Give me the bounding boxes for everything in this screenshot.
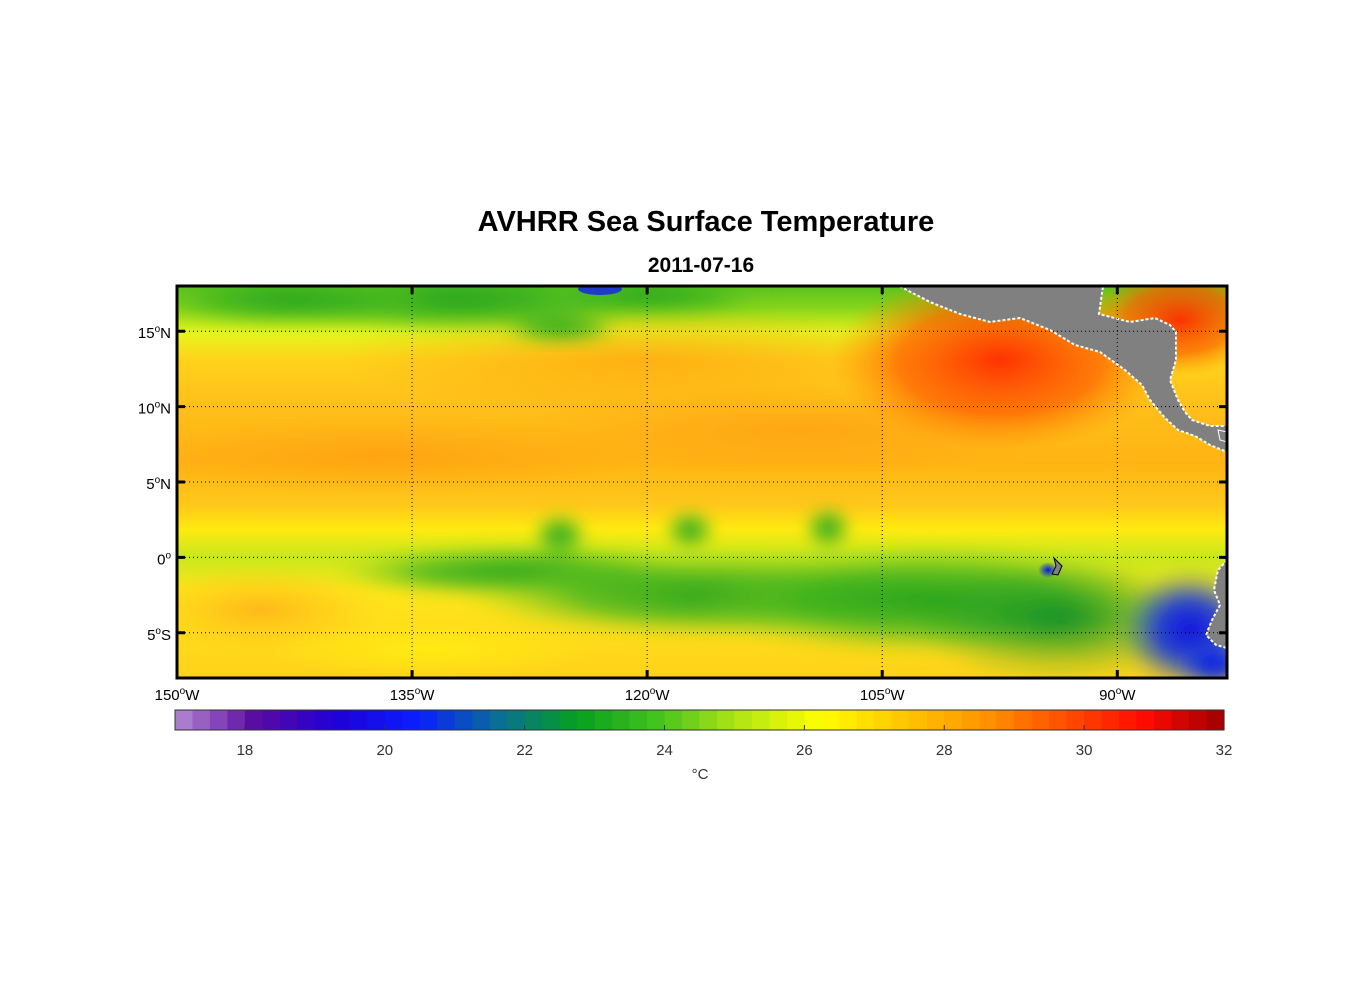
colorbar-segment xyxy=(279,710,298,730)
lat-tick-label: 10oN xyxy=(138,400,171,418)
colorbar-segment xyxy=(332,710,351,730)
colorbar-segment xyxy=(786,710,805,730)
colorbar-segment xyxy=(821,710,840,730)
lon-tick-label: 120oW xyxy=(625,686,671,704)
lon-tick-label: 150oW xyxy=(155,686,201,704)
colorbar-segment xyxy=(437,710,456,730)
colorbar-segment xyxy=(891,710,910,730)
colorbar-segment xyxy=(874,710,893,730)
colorbar-segment xyxy=(909,710,928,730)
colorbar-segment xyxy=(1119,710,1138,730)
colorbar-segment xyxy=(944,710,963,730)
colorbar-segment xyxy=(227,710,246,730)
map-frame xyxy=(175,284,1229,680)
colorbar: 18 20 22 24 26 28 30 32 xyxy=(174,709,1233,759)
colorbar-frame xyxy=(174,709,1225,731)
colorbar-segment xyxy=(664,710,683,730)
lat-tick-label: 0o xyxy=(157,550,171,568)
lon-tick-label: 90oW xyxy=(1099,686,1136,704)
longitude-labels: 150oW 135oW 120oW 105oW 90oW xyxy=(155,286,1136,704)
colorbar-segment xyxy=(1206,710,1225,730)
colorbar-segment xyxy=(262,710,281,730)
colorbar-segment xyxy=(716,710,736,730)
colorbar-tick-label: 22 xyxy=(516,742,533,759)
colorbar-tick-label: 32 xyxy=(1216,742,1233,759)
colorbar-segment xyxy=(1171,710,1190,730)
colorbar-segment xyxy=(384,710,403,730)
colorbar-tick-label: 26 xyxy=(796,742,813,759)
lon-tick-label: 135oW xyxy=(390,686,436,704)
colorbar-segment xyxy=(647,710,666,730)
colorbar-tick-label: 24 xyxy=(656,742,673,759)
colorbar-segment xyxy=(856,710,875,730)
colorbar-segment xyxy=(1154,710,1173,730)
colorbar-tick-label: 30 xyxy=(1076,742,1093,759)
colorbar-segment xyxy=(926,710,945,730)
colorbar-segment xyxy=(979,710,998,730)
colorbar-segment xyxy=(349,710,368,730)
colorbar-segment xyxy=(489,710,508,730)
colorbar-tick-label: 20 xyxy=(376,742,393,759)
colorbar-segment xyxy=(1031,710,1050,730)
colorbar-segment xyxy=(1101,710,1120,730)
lat-tick-label: 5oS xyxy=(147,626,171,644)
colorbar-segment xyxy=(699,710,718,730)
colorbar-segment xyxy=(419,710,438,730)
colorbar-tick-label: 28 xyxy=(936,742,953,759)
lon-tick-label: 105oW xyxy=(860,686,906,704)
land-galapagos xyxy=(1051,556,1063,576)
colorbar-segment xyxy=(1014,710,1033,730)
colorbar-segment xyxy=(769,710,788,730)
colorbar-segment xyxy=(244,710,264,730)
colorbar-segment xyxy=(1189,710,1208,730)
map-title: AVHRR Sea Surface Temperature xyxy=(477,206,935,238)
colorbar-segment xyxy=(175,710,194,730)
colorbar-segment xyxy=(367,710,386,730)
colorbar-segment xyxy=(454,710,473,730)
colorbar-segment xyxy=(1066,710,1085,730)
colorbar-segment xyxy=(524,710,543,730)
colorbar-segment xyxy=(577,710,596,730)
colorbar-segment xyxy=(804,710,823,730)
colorbar-segment xyxy=(594,710,613,730)
colorbar-segment xyxy=(472,710,491,730)
colorbar-segment xyxy=(612,710,631,730)
colorbar-segment xyxy=(209,710,229,730)
colorbar-segment xyxy=(402,710,421,730)
colorbar-tick-label: 18 xyxy=(237,742,254,759)
colorbar-segment xyxy=(559,710,578,730)
map-subtitle: 2011-07-16 xyxy=(647,254,755,277)
colorbar-segment xyxy=(314,710,333,730)
sst-field xyxy=(177,286,1227,678)
lat-tick-label: 5oN xyxy=(146,475,171,493)
colorbar-segment xyxy=(542,710,561,730)
colorbar-segment xyxy=(734,710,753,730)
colorbar-unit-label: °C xyxy=(692,766,709,783)
colorbar-segment xyxy=(961,710,980,730)
colorbar-segment xyxy=(1049,710,1068,730)
colorbar-segment xyxy=(751,710,771,730)
colorbar-segment xyxy=(1136,710,1155,730)
colorbar-segment xyxy=(996,710,1015,730)
lat-tick-label: 15oN xyxy=(138,324,171,342)
colorbar-segment xyxy=(1084,710,1103,730)
colorbar-segment xyxy=(682,710,701,730)
land-central-america xyxy=(898,286,1227,454)
land-south-america xyxy=(1204,558,1227,650)
colorbar-segment xyxy=(297,710,316,730)
colorbar-segment xyxy=(839,710,858,730)
colorbar-segment xyxy=(192,710,211,730)
colorbar-segment xyxy=(507,710,526,730)
colorbar-segment xyxy=(629,710,648,730)
